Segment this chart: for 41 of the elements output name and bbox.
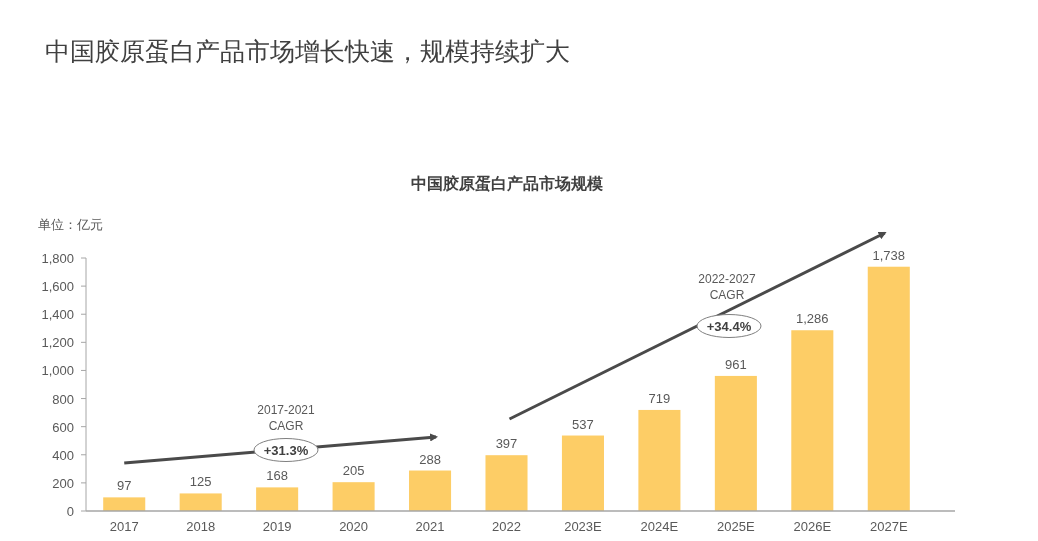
chart-title: 中国胶原蛋白产品市场增长快速，规模持续扩大 bbox=[45, 37, 570, 65]
data-label: 125 bbox=[189, 474, 212, 490]
y-tick-label: 1,400 bbox=[41, 307, 74, 323]
x-tick-label: 2020 bbox=[339, 519, 369, 534]
x-tick-label: 2022 bbox=[492, 519, 521, 534]
data-label: 961 bbox=[725, 356, 747, 372]
y-tick-label: 1,200 bbox=[41, 335, 74, 351]
annotation: +34.4% bbox=[706, 319, 752, 334]
x-tick-label: 2023E bbox=[564, 519, 603, 534]
data-label: 1,286 bbox=[796, 311, 829, 327]
annotation: CAGR bbox=[268, 419, 304, 433]
y-axis-title: 单位：亿元 bbox=[38, 217, 103, 232]
y-tick-label: 800 bbox=[52, 391, 74, 407]
data-label: 537 bbox=[572, 416, 594, 432]
y-tick-label: 400 bbox=[52, 447, 74, 463]
data-label: 288 bbox=[419, 451, 441, 467]
y-tick-label: 1,600 bbox=[41, 279, 74, 295]
data-label: 1,738 bbox=[872, 247, 906, 263]
data-label: 397 bbox=[495, 436, 518, 452]
annotation: +31.3% bbox=[263, 443, 309, 458]
x-tick-label: 2021 bbox=[415, 519, 445, 534]
y-tick-label: 0 bbox=[66, 504, 74, 519]
x-tick-label: 2025E bbox=[717, 519, 755, 534]
chart-subtitle: 中国胶原蛋白产品市场规模 bbox=[411, 175, 603, 192]
x-tick-label: 2027E bbox=[869, 519, 908, 534]
annotation: CAGR bbox=[709, 288, 745, 302]
y-tick-label: 1,000 bbox=[41, 363, 74, 379]
x-tick-label: 2019 bbox=[262, 519, 292, 534]
data-label: 719 bbox=[648, 390, 671, 406]
x-tick-label: 2018 bbox=[186, 519, 216, 534]
data-label: 97 bbox=[116, 478, 132, 494]
y-tick-label: 200 bbox=[52, 475, 74, 491]
x-tick-label: 2026E bbox=[793, 519, 832, 534]
data-label: 168 bbox=[266, 468, 288, 484]
y-tick-label: 600 bbox=[52, 419, 74, 435]
x-tick-label: 2024E bbox=[640, 519, 679, 534]
annotation: 2017-2021 bbox=[257, 403, 316, 417]
y-tick-label: 1,800 bbox=[41, 251, 74, 266]
data-label: 205 bbox=[342, 463, 365, 479]
x-tick-label: 2017 bbox=[109, 519, 139, 534]
annotation: 2022-2027 bbox=[698, 272, 757, 286]
